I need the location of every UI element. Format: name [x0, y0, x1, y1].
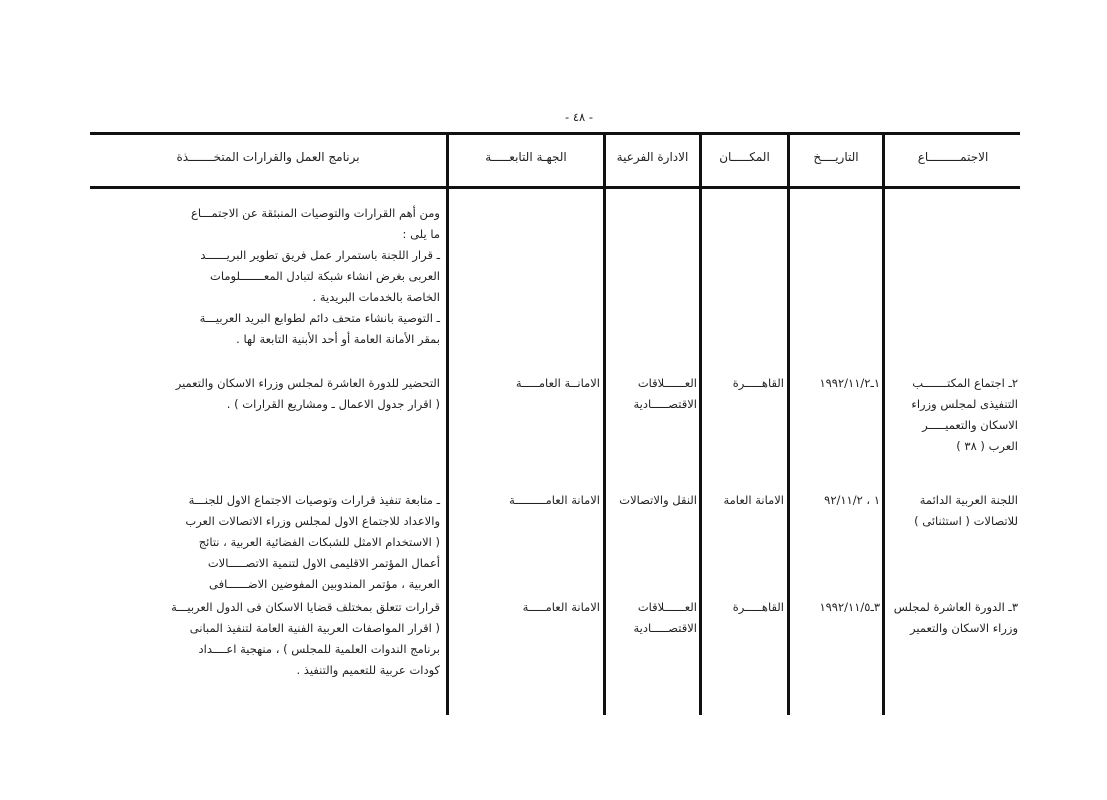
header-place: المكـــــان: [719, 150, 770, 164]
department-cell-line: النقل والاتصالات: [619, 493, 697, 507]
header-body: الجهـة التابعـــــة: [485, 150, 567, 164]
department-cell: العــــــلاقات الاقتصـــــادية: [633, 373, 697, 415]
meeting-cell-line: وزراء الاسكان والتعمير: [910, 621, 1018, 635]
program-cell-line: كودات عربية للتعميم والتنفيذ .: [296, 663, 441, 677]
program-cell: التحضير للدورة العاشرة لمجلس وزراء الاسك…: [176, 373, 440, 415]
place-cell: الامانة العامة: [723, 490, 784, 511]
date-cell: ١ ، ٩٢/١١/٢: [824, 490, 880, 511]
place-cell: القاهـــــرة: [733, 373, 784, 394]
header-date: التاريــــخ: [813, 150, 859, 164]
meeting-cell-line: التنفيذى لمجلس وزراء: [911, 397, 1018, 411]
place-cell: القاهـــــرة: [733, 597, 784, 618]
meeting-cell-line: للاتصالات ( استثنائى ): [914, 514, 1018, 528]
intro-text-line: الخاصة بالخدمات البريدية .: [312, 290, 440, 304]
body-cell-line: الامانــة العامـــــة: [515, 376, 600, 390]
intro-text: ومن أهم القرارات والتوصيات المنبثقة عن ا…: [191, 203, 440, 350]
column-divider: [446, 133, 449, 715]
department-cell-line: العــــــلاقات: [637, 600, 697, 614]
meeting-cell: ٣ـ الدورة العاشرة لمجلس وزراء الاسكان وال…: [894, 597, 1018, 639]
table-top-border: [90, 132, 1020, 135]
date-cell-line: ١ـ١٩٩٢/١١/٢: [819, 376, 880, 390]
date-cell-line: ٣ـ١٩٩٢/١١/٥: [819, 600, 880, 614]
meeting-cell-line: العرب ( ٣٨ ): [956, 439, 1018, 453]
meeting-cell-line: ٣ـ الدورة العاشرة لمجلس: [893, 600, 1018, 614]
program-cell: ـ متابعة تنفيذ قرارات وتوصيات الاجتماع ا…: [185, 490, 440, 595]
date-cell: ٣ـ١٩٩٢/١١/٥: [819, 597, 880, 618]
body-cell-line: الامانة العامـــــة: [522, 600, 600, 614]
body-cell: الامانــة العامـــــة: [516, 373, 600, 394]
place-cell-line: الامانة العامة: [723, 493, 784, 507]
program-cell-line: العربية ، مؤتمر المندوبين المفوضين الاضـ…: [209, 577, 440, 591]
program-cell-line: ( اقرار جدول الاعمال ـ ومشاريع القرارات …: [226, 397, 440, 411]
column-divider: [882, 133, 885, 715]
intro-text-line: بمقر الأمانة العامة أو أحد الأبنية التاب…: [236, 332, 440, 346]
program-cell-line: قرارات تتعلق بمختلف قضايا الاسكان فى الد…: [171, 600, 440, 614]
intro-text-line: ما يلى :: [402, 227, 440, 241]
body-cell: الامانة العامـــــة: [523, 597, 600, 618]
program-cell-line: برنامج الندوات العلمية للمجلس ) ، منهجية…: [198, 642, 440, 656]
meeting-cell: اللجنة العربية الدائمة للاتصالات ( استثنا…: [914, 490, 1018, 532]
body-cell: الامانة العامـــــــــة: [509, 490, 600, 511]
date-cell: ١ـ١٩٩٢/١١/٢: [819, 373, 880, 394]
date-cell-line: ١ ، ٩٢/١١/٢: [824, 493, 880, 507]
header-department: الادارة الفرعية: [616, 150, 689, 164]
body-cell-line: الامانة العامـــــــــة: [509, 493, 600, 507]
header-meeting: الاجتمـــــــــاع: [917, 150, 989, 164]
program-cell: قرارات تتعلق بمختلف قضايا الاسكان فى الد…: [171, 597, 440, 681]
header-bottom-border: [90, 186, 1020, 189]
department-cell-line: الاقتصـــــادية: [633, 397, 697, 411]
department-cell-line: العــــــلاقات: [637, 376, 697, 390]
column-divider: [699, 133, 702, 715]
intro-text-line: ـ قرار اللجنة باستمرار عمل فريق تطوير ال…: [200, 248, 440, 262]
department-cell: النقل والاتصالات: [619, 490, 697, 511]
program-cell-line: ( الاستخدام الامثل للشبكات الفضائية العر…: [198, 535, 440, 549]
place-cell-line: القاهـــــرة: [732, 376, 784, 390]
intro-text-line: ومن أهم القرارات والتوصيات المنبثقة عن ا…: [191, 206, 440, 220]
program-cell-line: التحضير للدورة العاشرة لمجلس وزراء الاسك…: [175, 376, 440, 390]
place-cell-line: القاهـــــرة: [732, 600, 784, 614]
page-number: - ٤٨ -: [565, 110, 593, 124]
column-divider: [603, 133, 606, 715]
intro-text-line: ـ التوصية بانشاء متحف دائم لطوابع البريد…: [199, 311, 440, 325]
meeting-cell-line: ٢ـ اجتماع المكتـــــــب: [912, 376, 1018, 390]
department-cell-line: الاقتصـــــادية: [633, 621, 697, 635]
header-program: برنامج العمل والقرارات المتخـــــــذة: [176, 150, 360, 164]
program-cell-line: ـ متابعة تنفيذ قرارات وتوصيات الاجتماع ا…: [188, 493, 440, 507]
meeting-cell-line: الاسكان والتعميـــــر: [922, 418, 1018, 432]
department-cell: العــــــلاقات الاقتصـــــادية: [633, 597, 697, 639]
intro-text-line: العربى بغرض انشاء شبكة لتبادل المعــــــ…: [210, 269, 440, 283]
meeting-cell: ٢ـ اجتماع المكتـــــــب التنفيذى لمجلس وز…: [911, 373, 1018, 457]
program-cell-line: والاعداد للاجتماع الاول لمجلس وزراء الات…: [185, 514, 440, 528]
meeting-cell-line: اللجنة العربية الدائمة: [919, 493, 1018, 507]
program-cell-line: أعمال المؤتمر الاقليمى الاول لتنمية الات…: [207, 556, 440, 570]
column-divider: [787, 133, 790, 715]
program-cell-line: ( اقرار المواصفات العربية الفنية العامة …: [189, 621, 440, 635]
